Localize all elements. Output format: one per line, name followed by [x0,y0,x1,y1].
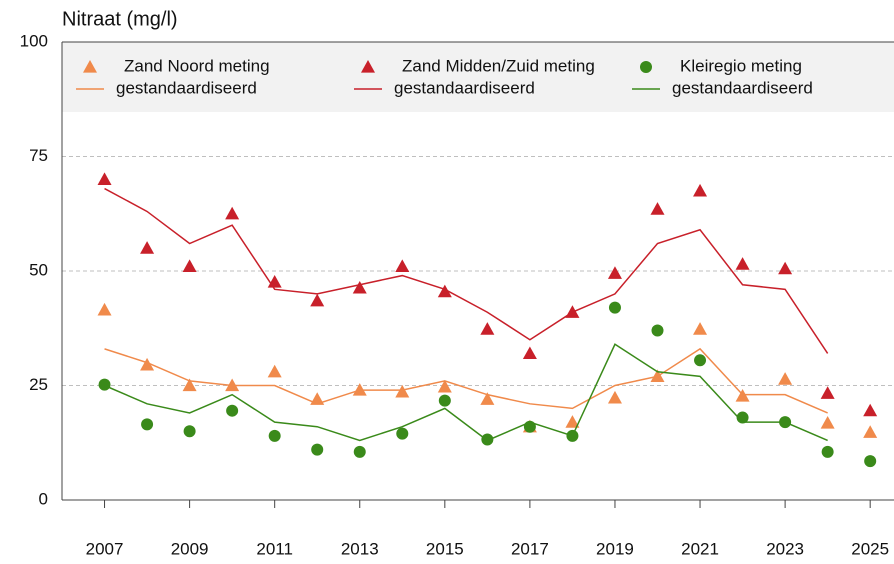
data-point [437,379,452,393]
legend-label: gestandaardiseerd [394,78,535,97]
x-tick-label: 2007 [86,539,124,558]
data-point [651,324,664,337]
data-point [140,357,155,371]
legend-label: Zand Noord meting [124,56,270,75]
data-point [268,429,281,442]
data-point [820,386,835,399]
x-tick-label: 2013 [341,539,379,558]
legend-marker [83,60,97,73]
x-tick-label: 2019 [596,539,634,558]
data-point [311,443,324,456]
x-tick-label: 2025 [851,539,889,558]
data-point [182,259,197,273]
data-point [693,322,708,335]
x-tick-label: 2015 [426,539,464,558]
data-point [480,392,495,405]
data-point [821,445,834,458]
data-point [820,416,835,429]
x-tick-label: 2009 [171,539,209,558]
data-point [565,415,580,428]
data-point [183,425,196,438]
y-tick-label: 75 [29,146,48,165]
series-line [104,343,828,442]
data-point [693,183,708,197]
data-point [140,241,155,254]
data-point [310,293,325,307]
data-point [863,425,878,438]
y-tick-label: 0 [39,489,48,508]
data-point [97,172,112,185]
x-tick-label: 2021 [681,539,719,558]
data-point [863,403,878,417]
data-point [735,257,750,270]
data-point [98,378,111,391]
data-point [353,445,366,458]
data-point [650,202,665,215]
data-point [438,394,451,407]
data-point [607,266,622,279]
data-point [608,301,621,314]
data-point [522,346,537,360]
legend-marker [361,60,375,73]
x-tick-label: 2017 [511,539,549,558]
data-point [352,280,367,294]
y-tick-label: 25 [29,375,48,394]
data-point [267,364,282,378]
data-point [778,372,793,385]
data-point [141,418,154,431]
series-line [104,187,829,354]
legend-marker [640,61,652,73]
y-tick-label: 50 [29,260,48,279]
data-point [437,284,452,298]
data-point [395,384,410,398]
x-tick-label: 2023 [766,539,804,558]
legend-box [62,42,894,112]
legend-label: Zand Midden/Zuid meting [402,56,595,75]
legend-label: gestandaardiseerd [672,78,813,97]
y-axis-title: Nitraat (mg/l) [62,8,178,30]
data-point [182,378,197,392]
data-point [778,261,793,275]
data-point [736,411,749,424]
legend-label: gestandaardiseerd [116,78,257,97]
y-tick-label: 100 [20,31,48,50]
data-point [97,302,112,316]
data-point [864,455,877,468]
data-point [607,390,622,404]
data-point [480,322,495,335]
legend-label: Kleiregio meting [680,56,802,75]
x-tick-label: 2011 [256,539,293,558]
data-point [395,259,410,273]
data-point [225,206,240,220]
data-point [226,404,239,417]
series-line [104,347,828,414]
data-point [396,427,409,440]
data-point [694,354,707,367]
